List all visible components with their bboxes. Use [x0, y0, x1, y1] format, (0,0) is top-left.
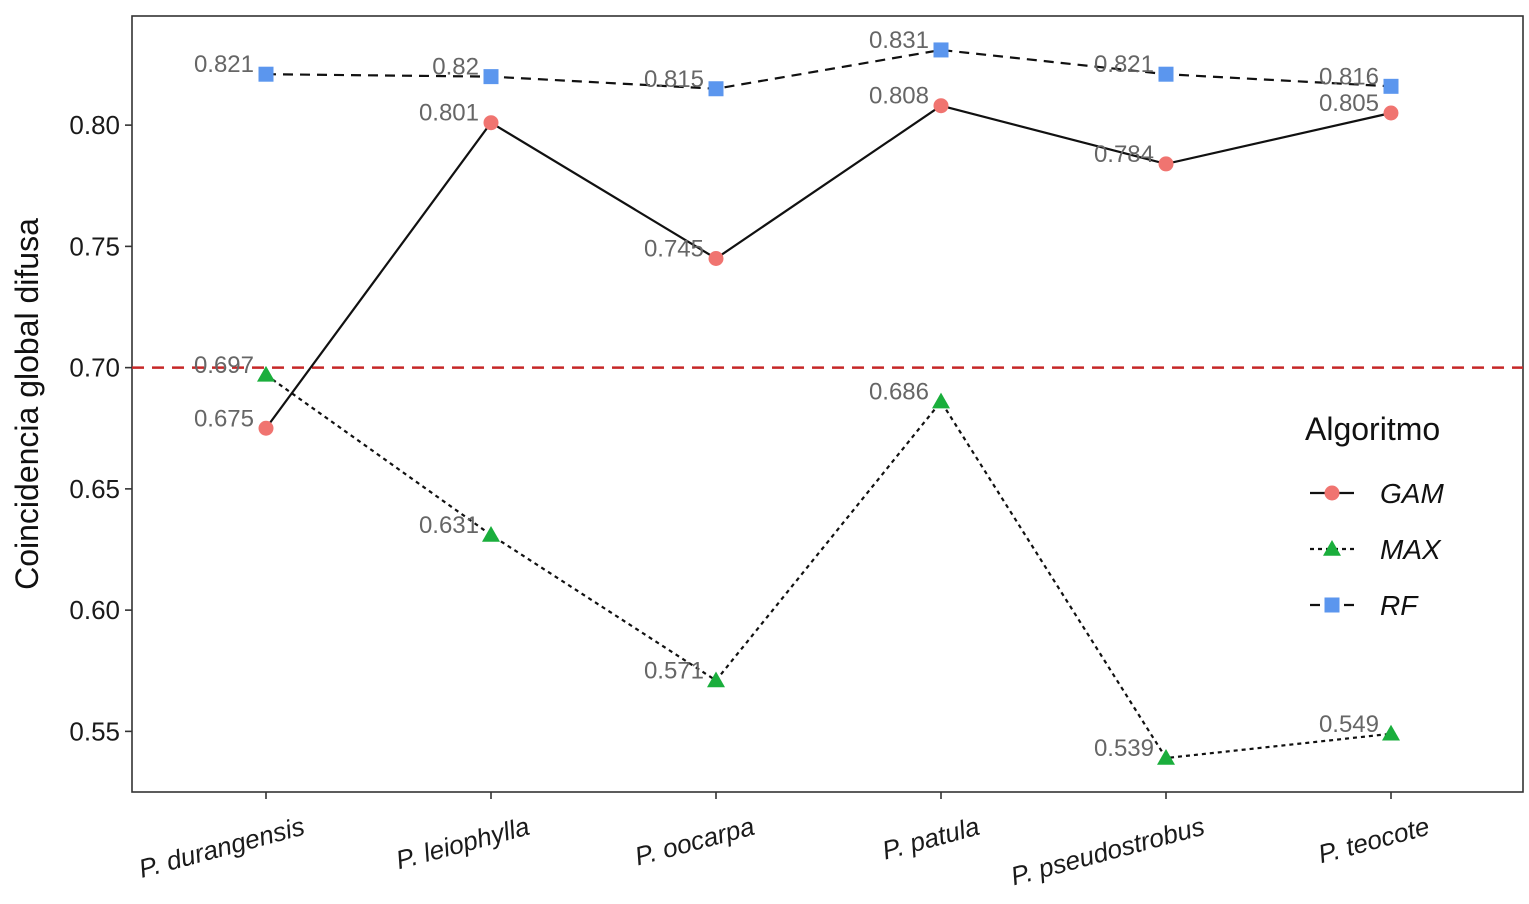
- legend-label-rf: RF: [1380, 590, 1419, 621]
- data-point-max: [257, 365, 275, 382]
- data-point-gam: [708, 251, 724, 266]
- y-axis: 0.55 0.60 0.65 0.70 0.75 0.80: [69, 110, 132, 746]
- x-tick-label: P. pseudostrobus: [1008, 811, 1208, 891]
- data-point-gam: [258, 420, 274, 436]
- data-label-gam: 0.801: [419, 100, 479, 127]
- x-tick-label: P. durangensis: [135, 811, 307, 884]
- data-point-rf: [258, 66, 274, 82]
- data-label-rf: 0.815: [644, 66, 704, 93]
- legend-label-gam: GAM: [1380, 478, 1444, 509]
- data-point-max: [932, 392, 950, 409]
- y-axis-title: Coincidencia global difusa: [9, 218, 45, 590]
- data-point-rf: [1158, 66, 1174, 82]
- legend: Algoritmo GAM MAX RF: [1305, 411, 1444, 621]
- data-label-gam: 0.784: [1094, 141, 1154, 168]
- data-point-max: [707, 671, 725, 688]
- data-label-rf: 0.821: [194, 51, 254, 78]
- series-gam: [258, 98, 1399, 436]
- data-label-gam: 0.805: [1319, 90, 1379, 117]
- series-layer: [257, 42, 1400, 765]
- data-point-max: [1157, 749, 1175, 765]
- data-label-rf: 0.821: [1094, 51, 1154, 78]
- data-point-rf: [1383, 78, 1399, 94]
- plot-panel: [131, 15, 1524, 793]
- series-line-max: [265, 374, 1392, 760]
- legend-title: Algoritmo: [1305, 411, 1440, 447]
- data-point-gam: [933, 98, 949, 114]
- x-tick-label: P. teocote: [1315, 811, 1433, 869]
- series-rf: [258, 42, 1399, 97]
- y-tick-label: 0.55: [69, 716, 120, 746]
- legend-item-rf: RF: [1310, 590, 1419, 621]
- y-tick-label: 0.75: [69, 231, 120, 261]
- legend-marker-gam: [1324, 485, 1340, 501]
- data-label-max: 0.697: [194, 352, 254, 379]
- data-point-gam: [1383, 105, 1399, 121]
- data-label-rf: 0.82: [432, 54, 479, 81]
- data-label-max: 0.631: [419, 512, 479, 539]
- series-line-rf: [265, 48, 1392, 90]
- data-point-rf: [933, 42, 949, 58]
- y-tick-label: 0.65: [69, 474, 120, 504]
- legend-item-max: MAX: [1310, 534, 1442, 565]
- data-label-max: 0.686: [869, 379, 929, 406]
- data-label-gam: 0.675: [194, 405, 254, 432]
- data-label-max: 0.571: [644, 657, 704, 684]
- data-point-gam: [483, 115, 499, 131]
- data-label-gam: 0.745: [644, 236, 704, 263]
- legend-label-max: MAX: [1380, 534, 1442, 565]
- y-tick-label: 0.80: [69, 110, 120, 140]
- series-line-gam: [265, 104, 1392, 429]
- legend-marker-rf: [1324, 597, 1340, 613]
- data-label-rf: 0.816: [1319, 63, 1379, 90]
- y-tick-label: 0.60: [69, 595, 120, 625]
- data-label-max: 0.549: [1319, 711, 1379, 738]
- data-point-rf: [708, 81, 724, 97]
- x-tick-label: P. oocarpa: [632, 811, 758, 872]
- series-max: [257, 365, 1400, 765]
- data-point-rf: [483, 69, 499, 85]
- data-label-layer: 0.675 0.801 0.745 0.808 0.784 0.805 0.697 0.631…: [194, 27, 1379, 762]
- legend-marker-max: [1323, 540, 1341, 556]
- x-tick-label: P. leiophylla: [393, 811, 533, 875]
- data-point-max: [1382, 724, 1400, 741]
- legend-item-gam: GAM: [1310, 478, 1444, 509]
- data-label-rf: 0.831: [869, 27, 929, 54]
- data-point-gam: [1158, 156, 1174, 172]
- y-tick-label: 0.70: [69, 353, 120, 383]
- data-label-gam: 0.808: [869, 83, 929, 110]
- x-axis: P. durangensis P. leiophylla P. oocarpa P. …: [135, 792, 1433, 891]
- x-tick-label: P. patula: [879, 811, 983, 866]
- data-label-max: 0.539: [1094, 735, 1154, 762]
- data-point-max: [482, 525, 500, 542]
